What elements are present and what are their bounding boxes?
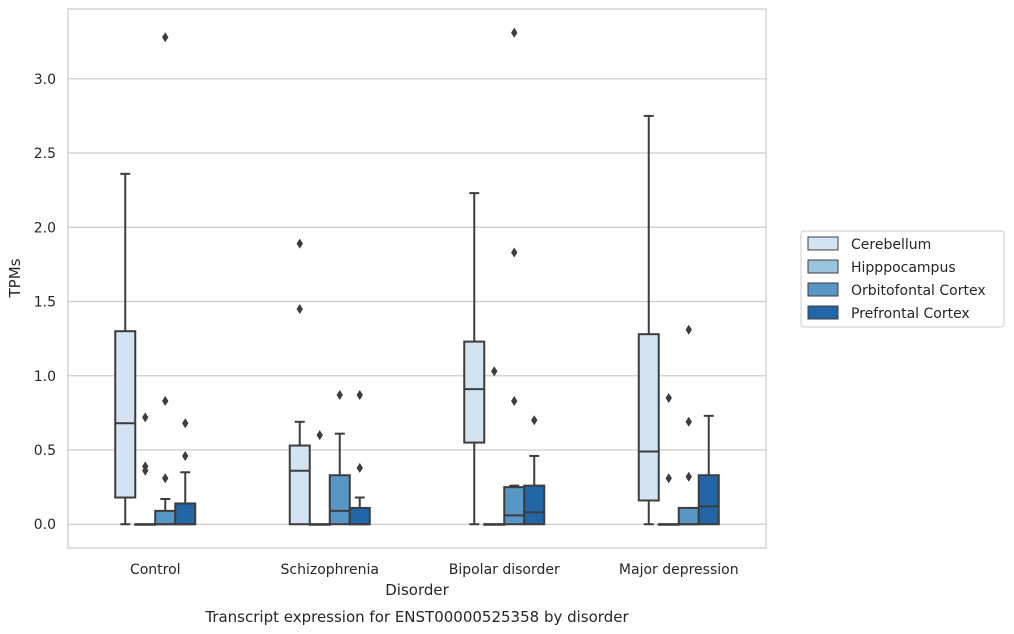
y-axis-ticks: 0.0 0.5 1.0 1.5 2.0 2.5 3.0 — [34, 72, 56, 533]
chart-caption: Transcript expression for ENST0000052535… — [204, 608, 629, 626]
legend-label: Prefrontal Cortex — [851, 306, 970, 322]
series-prefrontal-cortex — [174, 390, 720, 526]
outlier-point — [531, 415, 538, 426]
outlier-point — [142, 412, 149, 423]
box — [154, 32, 177, 526]
box — [174, 418, 197, 526]
legend: Cerebellum Hipppocampus Orbitofontal Corte… — [800, 230, 1005, 328]
box-body — [114, 330, 137, 499]
outlier-point — [182, 450, 189, 461]
box — [328, 390, 351, 526]
outlier-point — [316, 430, 323, 441]
box — [308, 430, 331, 526]
box-body — [154, 509, 177, 526]
legend-swatch — [807, 259, 839, 274]
box — [523, 415, 546, 526]
series-hipppocampus — [134, 366, 680, 526]
outlier-point — [665, 393, 672, 404]
box — [348, 390, 371, 526]
box — [657, 393, 680, 526]
outlier-point — [685, 416, 692, 427]
legend-label: Hipppocampus — [851, 260, 956, 276]
x-tick-label: Control — [130, 562, 181, 578]
outlier-point — [685, 324, 692, 335]
legend-label: Cerebellum — [851, 237, 931, 253]
box — [677, 324, 700, 526]
x-tick-label: Schizophrenia — [281, 562, 379, 578]
legend-swatch — [807, 236, 839, 251]
outlier-point — [511, 396, 518, 406]
outlier-point — [182, 418, 189, 429]
y-tick-label: 2.5 — [34, 146, 56, 162]
x-axis-ticks: Control Schizophrenia Bipolar disorder Majo… — [130, 562, 739, 578]
outlier-point — [356, 390, 363, 401]
outlier-point — [491, 366, 498, 377]
box — [637, 114, 660, 526]
y-tick-label: 1.5 — [34, 295, 56, 311]
x-axis-label: Disorder — [385, 581, 449, 599]
y-axis-label: TPMs — [6, 258, 24, 298]
box-plot-series — [114, 27, 720, 526]
series-orbitofontal-cortex — [154, 27, 700, 526]
box — [288, 238, 311, 526]
y-tick-label: 1.0 — [34, 369, 56, 385]
outlier-point — [511, 27, 518, 38]
series-cerebellum — [114, 114, 660, 526]
box-body — [697, 474, 720, 526]
y-tick-label: 2.0 — [34, 220, 56, 236]
outlier-point — [296, 238, 303, 249]
legend-label: Orbitofontal Cortex — [851, 283, 986, 299]
box-body — [174, 502, 197, 526]
outlier-point — [162, 473, 169, 484]
legend-swatch — [807, 282, 839, 297]
outlier-point — [162, 396, 169, 406]
outlier-point — [685, 471, 692, 482]
box — [697, 414, 720, 526]
legend-swatch — [807, 305, 839, 320]
box — [503, 27, 526, 526]
y-tick-label: 0.5 — [34, 443, 56, 459]
box — [463, 192, 486, 526]
box-body — [503, 486, 526, 526]
box — [483, 366, 506, 526]
box-body — [348, 506, 371, 526]
x-tick-label: Major depression — [619, 562, 739, 578]
box — [134, 412, 157, 526]
outlier-point — [162, 32, 169, 43]
box-body — [288, 444, 311, 526]
box-body — [328, 474, 351, 526]
grid-lines — [68, 78, 766, 525]
outlier-point — [142, 465, 149, 476]
box-body — [637, 333, 660, 502]
box-body — [463, 340, 486, 444]
y-tick-label: 0.0 — [34, 517, 56, 533]
box-body — [523, 484, 546, 526]
y-tick-label: 3.0 — [34, 72, 56, 88]
outlier-point — [356, 462, 363, 473]
outlier-point — [665, 473, 672, 484]
outlier-point — [336, 390, 343, 401]
box-body — [677, 506, 700, 526]
legend-frame — [800, 230, 1005, 328]
box — [114, 172, 137, 526]
outlier-point — [296, 303, 303, 314]
x-tick-label: Bipolar disorder — [449, 562, 560, 578]
plot-area-frame — [67, 8, 767, 549]
outlier-point — [511, 247, 518, 258]
